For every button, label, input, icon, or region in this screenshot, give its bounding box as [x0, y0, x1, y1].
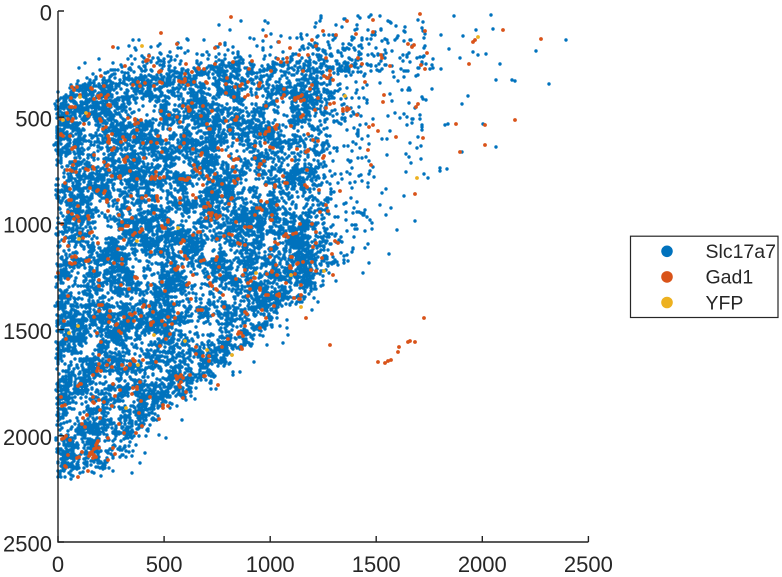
svg-text:2000: 2000: [458, 552, 507, 577]
svg-text:0: 0: [52, 552, 64, 577]
svg-text:Slc17a7: Slc17a7: [706, 241, 776, 263]
svg-text:2500: 2500: [3, 531, 52, 556]
svg-text:500: 500: [146, 552, 183, 577]
svg-text:2000: 2000: [3, 425, 52, 450]
svg-text:1500: 1500: [352, 552, 401, 577]
svg-text:Gad1: Gad1: [706, 267, 754, 289]
svg-text:YFP: YFP: [706, 292, 744, 314]
svg-text:2500: 2500: [564, 552, 613, 577]
svg-text:500: 500: [15, 107, 52, 132]
svg-text:0: 0: [40, 0, 52, 25]
svg-text:1000: 1000: [3, 213, 52, 238]
svg-text:1000: 1000: [246, 552, 295, 577]
svg-text:1500: 1500: [3, 319, 52, 344]
